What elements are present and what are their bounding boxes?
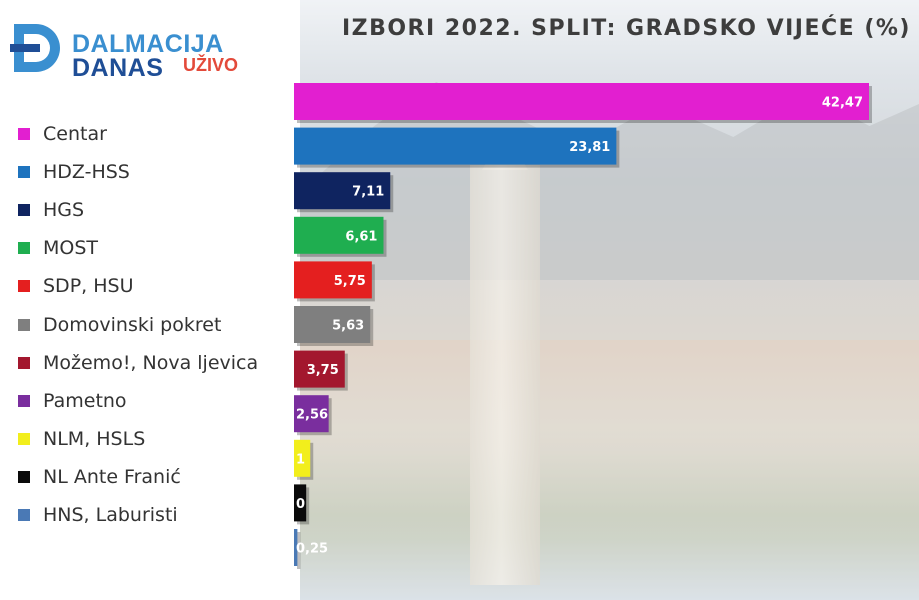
bar-value-label: 0,25: [296, 542, 328, 557]
legend-item: NLM, HSLS: [18, 427, 145, 451]
legend-item: NL Ante Franić: [18, 465, 181, 489]
bar: [294, 350, 345, 388]
background-tower: [470, 165, 540, 585]
background-city: [300, 340, 919, 590]
bar: [294, 127, 617, 165]
legend-swatch: [18, 204, 30, 217]
legend-swatch: [18, 394, 30, 407]
legend-swatch: [18, 280, 30, 293]
legend-swatch: [18, 356, 30, 369]
legend-item: HDZ-HSS: [18, 160, 130, 184]
bar-value-label: 1: [296, 452, 305, 467]
legend-swatch: [18, 166, 30, 179]
bar-value-label: 3,75: [307, 363, 339, 378]
legend-label: Pametno: [43, 389, 127, 412]
legend-label: HNS, Laburisti: [43, 504, 178, 526]
bar-value-label: 5,63: [332, 319, 364, 334]
brand-logo: DALMACIJA DANAS: [10, 14, 270, 84]
legend-label: Centar: [43, 123, 107, 145]
logo-d-icon: [10, 24, 60, 72]
chart-title: IZBORI 2022. SPLIT: GRADSKO VIJEĆE (%): [341, 16, 911, 41]
legend-item: HGS: [18, 198, 84, 222]
legend-label: HDZ-HSS: [43, 161, 130, 184]
legend-item: HNS, Laburisti: [18, 503, 178, 527]
legend-label: Možemo!, Nova ljevica: [43, 351, 259, 374]
bar: [294, 529, 298, 566]
bar: [294, 261, 372, 299]
legend-label: NL Ante Franić: [43, 465, 181, 488]
bar: [294, 83, 869, 120]
bar: [294, 395, 329, 433]
bar-value-label: 0: [296, 497, 305, 512]
legend-swatch: [18, 470, 30, 483]
bar: [294, 306, 371, 343]
bar-shadow: [297, 532, 301, 569]
legend-item: MOST: [18, 236, 98, 260]
bar: [294, 484, 307, 522]
legend-label: SDP, HSU: [43, 275, 134, 298]
bar-value-label: 5,75: [334, 274, 366, 289]
bar-value-label: 6,61: [345, 229, 377, 244]
bar: [294, 439, 311, 477]
legend-label: NLM, HSLS: [43, 427, 146, 450]
logo-line2: DANAS: [72, 54, 164, 82]
legend-label: Domovinski pokret: [43, 313, 222, 336]
bar-value-label: 2,56: [296, 408, 328, 423]
legend-item: Možemo!, Nova ljevica: [18, 351, 258, 375]
legend-swatch: [18, 509, 30, 521]
live-badge: UŽIVO: [183, 55, 239, 75]
legend-label: MOST: [43, 237, 99, 260]
bar-value-label: 23,81: [569, 140, 610, 155]
legend-item: Domovinski pokret: [18, 313, 221, 337]
legend-swatch: [18, 432, 30, 445]
legend-item: Centar: [18, 122, 107, 146]
legend-swatch: [18, 128, 30, 140]
legend-label: HGS: [43, 199, 85, 222]
legend-item: SDP, HSU: [18, 274, 133, 298]
legend-item: Pametno: [18, 389, 127, 413]
logo-line1: DALMACIJA: [72, 30, 224, 58]
legend-swatch: [18, 242, 30, 255]
bar: [294, 172, 391, 210]
bar-value-label: 7,11: [352, 185, 384, 200]
legend-swatch: [18, 318, 30, 331]
bar-value-label: 42,47: [822, 96, 863, 111]
bar: [294, 216, 384, 254]
